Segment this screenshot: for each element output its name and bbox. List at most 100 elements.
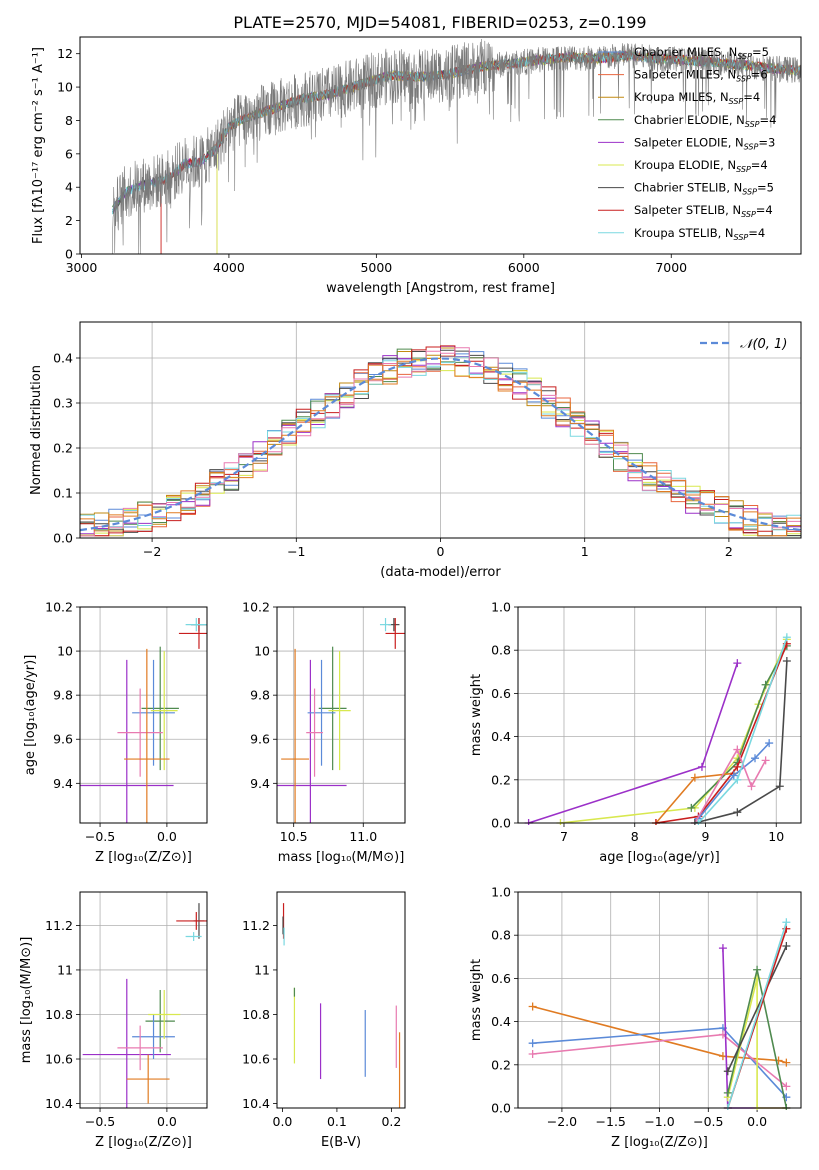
legend-label: Salpeter ELODIE, NSSP=3 [634,135,775,151]
legend-label: Chabrier STELIB, NSSP=5 [634,181,774,197]
y-tick-label: 11.2 [45,918,73,933]
y-tick-label: 1.0 [491,885,511,900]
x-tick-label: 7000 [655,260,687,275]
legend-entry: Chabrier ELODIE, NSSP=4 [598,113,776,129]
y-tick-label: 6 [65,146,73,161]
y-tick-label: 1.0 [491,600,511,615]
series-marker [733,745,742,754]
weight_vs_age-panel: 7 8 9 10 0.0 0.2 0.4 0.6 0.8 1.0 age [log₁₀(age/yr… [469,600,802,865]
series-line [694,660,788,824]
x-tick-label: 3000 [66,260,98,275]
x-tick-label: 0.0 [747,1114,767,1129]
x-tick-label: 2 [725,544,733,559]
y-tick-label: 0.0 [53,531,73,546]
series-marker [528,1002,537,1011]
y-tick-label: 10 [57,644,73,659]
legend-label: Chabrier ELODIE, NSSP=4 [634,113,776,129]
y-tick-label: 0.8 [491,643,511,658]
series-marker [528,1050,537,1058]
series-marker [761,756,770,765]
y-tick-label: 0.0 [491,816,511,831]
data-point [306,688,323,777]
plot-frame [79,891,208,1109]
legend-entry: Kroupa ELODIE, NSSP=4 [598,158,768,174]
x-tick-label: 4000 [213,260,245,275]
model-spectrum [216,50,801,254]
y-tick-label: 8 [65,113,73,128]
legend-entry: Kroupa STELIB, NSSP=4 [598,226,765,242]
series-marker [718,944,727,953]
data-point [178,618,207,649]
y-tick-label: 11.2 [242,918,270,933]
data-point [307,659,336,766]
x-tick-label: −0.5 [693,1114,723,1129]
data-point [126,1054,170,1104]
legend-label: Salpeter MILES, NSSP=6 [634,68,768,84]
series-marker [782,1058,791,1067]
x-tick-label: −2 [143,544,161,559]
x-axis-label: wavelength [Angstrom, rest frame] [326,281,555,296]
weight-series [528,1024,791,1102]
weight-series [687,641,791,812]
x-axis-label: Z [log₁₀(Z/Z⊙)] [611,1135,708,1150]
legend-entry: Salpeter STELIB, NSSP=4 [598,203,773,219]
y-tick-label: 2 [65,213,73,228]
series-marker [733,659,742,668]
series-marker [690,773,699,782]
y-axis-label: mass weight [469,674,484,756]
y-tick-label: 9.6 [53,732,73,747]
data-point [141,646,179,771]
figure-title: PLATE=2570, MJD=54081, FIBERID=0253, z=0… [233,13,646,32]
data-point [281,648,309,823]
x-tick-label: 0.0 [273,1114,293,1129]
plot-frame [276,606,406,824]
y-axis-label: Flux [fλ10⁻¹⁷ erg cm⁻² s⁻¹ A⁻¹] [31,47,46,244]
y-tick-label: 10.6 [242,1052,270,1067]
y-tick-label: 9.4 [53,776,73,791]
data-point [132,659,175,766]
data-point [80,659,174,823]
series-marker [733,762,742,771]
x-tick-label: 10.5 [280,829,308,844]
data-point [124,648,170,823]
y-tick-label: 0.6 [491,686,511,701]
series-line [694,747,767,824]
series-marker [782,657,791,665]
data-point [318,646,347,771]
histogram-series [80,347,801,537]
data-point [148,989,181,1039]
data-point [117,1025,163,1071]
data-point [185,932,202,941]
series-marker [775,782,784,791]
legend-label: Kroupa ELODIE, NSSP=4 [634,158,768,174]
legend-label: Salpeter STELIB, NSSP=4 [634,203,773,219]
y-tick-label: 10.4 [45,1096,73,1111]
series-marker [697,762,706,771]
legend-label: Kroupa MILES, NSSP=4 [634,90,760,106]
plot-frame [79,321,802,539]
y-tick-label: 11 [57,962,73,977]
y-tick-label: 9.4 [250,776,270,791]
x-axis-label: age [log₁₀(age/yr)] [599,850,720,865]
weight-series [651,639,791,825]
data-point [277,659,347,823]
weight-series [723,942,791,1076]
legend-entry: Chabrier MILES, NSSP=5 [598,45,769,61]
histograms [80,345,801,537]
y-tick-label: 10 [57,80,73,95]
weight-series [524,659,742,825]
x-tick-label: 5000 [360,260,392,275]
weight-series [690,657,791,825]
y-axis-label: age [log₁₀(age/yr)] [23,655,38,776]
series-marker [782,633,791,642]
spectrum-lines [112,38,801,254]
gaussian-curve [80,357,801,532]
legend-entry: Kroupa MILES, NSSP=4 [598,90,760,106]
age_vs_mass-panel: 10.5 11.0 9.4 9.6 9.8 10 10.2 mass [log₁₀(M/M⊙)… [242,600,406,865]
y-tick-label: 10 [254,644,270,659]
legend-entry: Salpeter MILES, NSSP=6 [598,68,768,84]
x-axis-label: Z [log₁₀(Z/Z⊙)] [95,850,192,865]
y-tick-label: 0 [65,247,73,262]
y-tick-label: 0.1 [53,486,73,501]
